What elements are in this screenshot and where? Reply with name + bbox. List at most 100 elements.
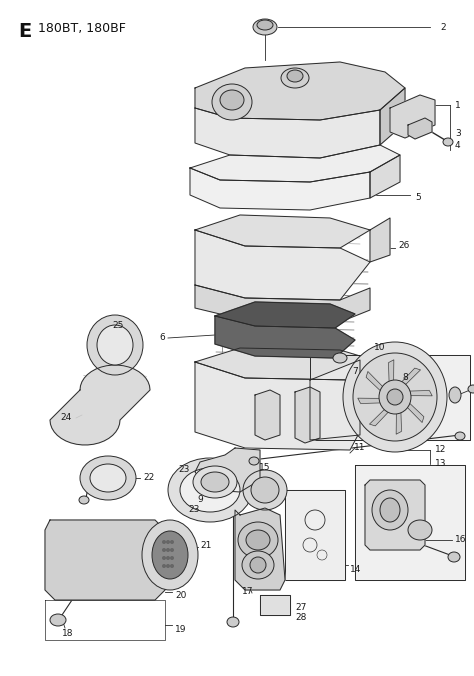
Ellipse shape [212, 84, 252, 120]
Ellipse shape [372, 490, 408, 530]
Polygon shape [395, 368, 420, 389]
Text: 18: 18 [62, 629, 74, 639]
Polygon shape [295, 387, 320, 443]
Ellipse shape [79, 496, 89, 504]
Ellipse shape [343, 342, 447, 452]
Text: 22: 22 [143, 473, 154, 483]
Polygon shape [235, 508, 285, 590]
Text: 21: 21 [200, 541, 211, 550]
Polygon shape [365, 480, 425, 550]
Text: 10: 10 [374, 343, 386, 352]
Ellipse shape [166, 556, 170, 560]
Polygon shape [310, 355, 470, 440]
Polygon shape [190, 145, 400, 182]
Ellipse shape [387, 389, 403, 405]
Ellipse shape [468, 385, 474, 393]
Ellipse shape [281, 68, 309, 88]
Polygon shape [389, 360, 394, 391]
Text: 11: 11 [354, 443, 366, 452]
Text: 8: 8 [402, 374, 408, 383]
Ellipse shape [87, 315, 143, 375]
Ellipse shape [170, 540, 174, 544]
Ellipse shape [353, 353, 437, 441]
Polygon shape [358, 398, 389, 404]
Polygon shape [215, 316, 355, 358]
Text: 19: 19 [175, 625, 186, 635]
Ellipse shape [180, 468, 240, 512]
Text: 23: 23 [188, 506, 200, 514]
Polygon shape [195, 108, 380, 158]
Ellipse shape [80, 456, 136, 500]
Text: 13: 13 [435, 458, 447, 468]
Polygon shape [355, 465, 465, 580]
Text: 23: 23 [179, 466, 190, 475]
Text: 9: 9 [197, 496, 203, 504]
Polygon shape [396, 403, 401, 434]
Polygon shape [195, 285, 370, 322]
Ellipse shape [246, 530, 270, 550]
Text: 16: 16 [455, 535, 466, 544]
Ellipse shape [443, 138, 453, 146]
Ellipse shape [251, 477, 279, 503]
Text: 26: 26 [398, 241, 410, 249]
Polygon shape [195, 448, 260, 492]
Text: 20: 20 [175, 591, 186, 600]
Polygon shape [195, 230, 370, 300]
Ellipse shape [193, 466, 237, 498]
Ellipse shape [380, 498, 400, 522]
Polygon shape [310, 360, 360, 440]
Text: 6: 6 [159, 333, 165, 343]
Ellipse shape [162, 564, 166, 568]
Polygon shape [195, 362, 380, 450]
Ellipse shape [242, 551, 274, 579]
Ellipse shape [253, 19, 277, 35]
Polygon shape [195, 215, 370, 248]
Ellipse shape [170, 564, 174, 568]
Ellipse shape [152, 531, 188, 579]
Ellipse shape [227, 617, 239, 627]
Polygon shape [260, 595, 290, 615]
Polygon shape [370, 218, 390, 262]
Text: 24: 24 [61, 414, 72, 422]
Polygon shape [255, 390, 280, 440]
Text: 4: 4 [455, 141, 461, 149]
Polygon shape [370, 155, 400, 198]
Ellipse shape [448, 552, 460, 562]
Ellipse shape [243, 470, 287, 510]
Text: 5: 5 [415, 193, 421, 203]
Ellipse shape [162, 556, 166, 560]
Text: 3: 3 [455, 128, 461, 137]
Ellipse shape [90, 464, 126, 492]
Text: 12: 12 [435, 445, 447, 454]
Ellipse shape [257, 20, 273, 30]
Ellipse shape [162, 540, 166, 544]
Polygon shape [215, 302, 355, 328]
Ellipse shape [449, 387, 461, 403]
Ellipse shape [168, 458, 252, 522]
Polygon shape [285, 490, 345, 580]
Ellipse shape [166, 548, 170, 552]
Text: 14: 14 [350, 566, 361, 575]
Text: 28: 28 [295, 614, 306, 623]
Polygon shape [190, 168, 370, 210]
Text: 1: 1 [455, 101, 461, 110]
Ellipse shape [249, 457, 259, 465]
Text: 17: 17 [242, 587, 254, 596]
Ellipse shape [333, 353, 347, 363]
Ellipse shape [166, 564, 170, 568]
Polygon shape [50, 365, 150, 445]
Ellipse shape [162, 548, 166, 552]
Ellipse shape [50, 614, 66, 626]
Polygon shape [380, 88, 405, 145]
Polygon shape [380, 350, 400, 420]
Ellipse shape [238, 522, 278, 558]
Text: 27: 27 [295, 604, 306, 612]
Ellipse shape [220, 90, 244, 110]
Ellipse shape [455, 432, 465, 440]
Ellipse shape [408, 520, 432, 540]
Text: 7: 7 [352, 368, 358, 377]
Text: 15: 15 [259, 464, 271, 473]
Text: 180BT, 180BF: 180BT, 180BF [38, 22, 126, 35]
Ellipse shape [170, 548, 174, 552]
Ellipse shape [170, 556, 174, 560]
